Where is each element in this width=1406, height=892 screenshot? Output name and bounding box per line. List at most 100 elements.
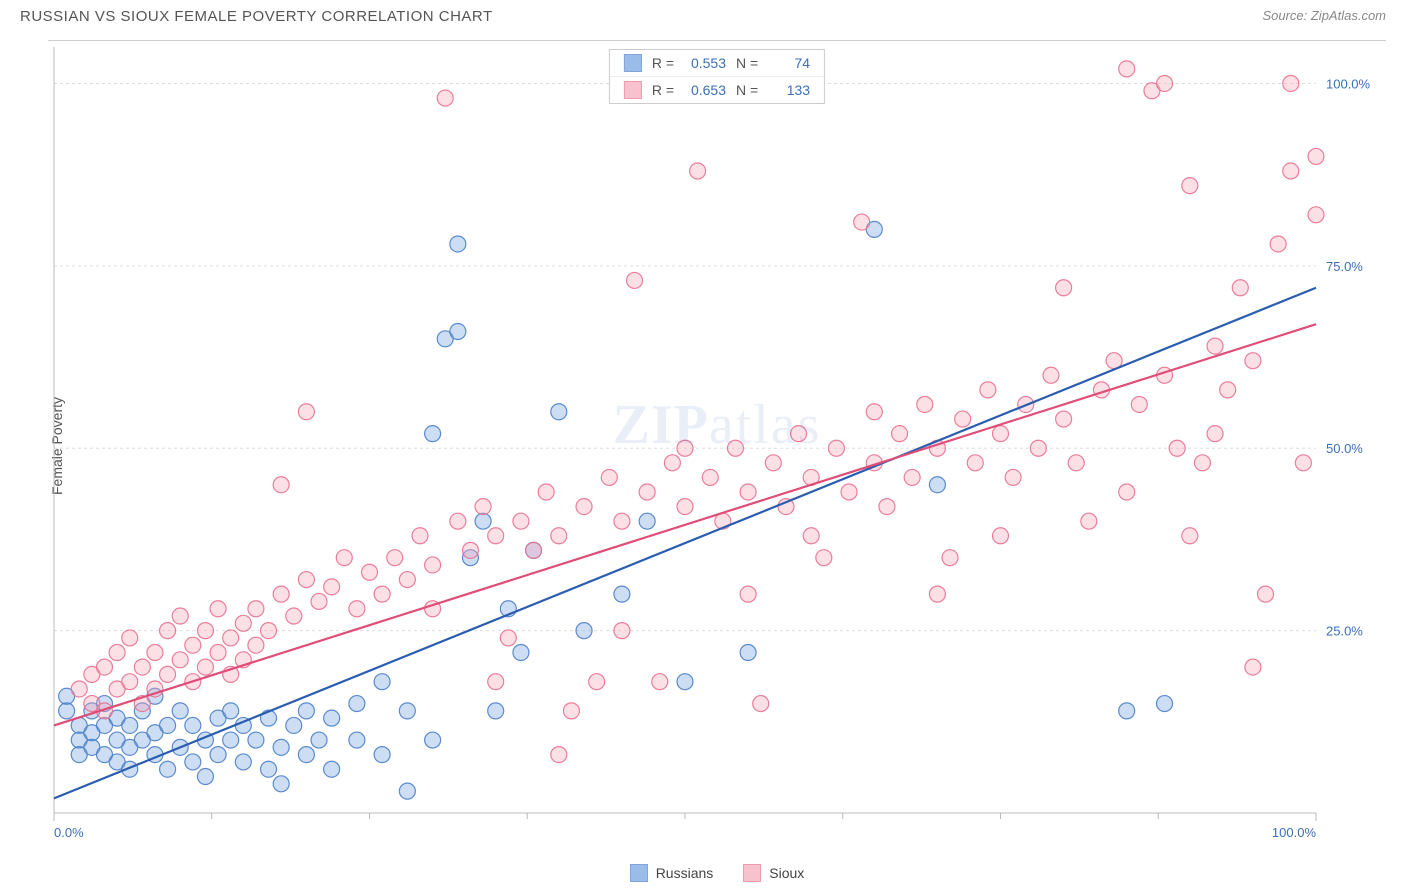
data-point-sioux — [96, 659, 112, 675]
chart-area: 25.0%50.0%75.0%100.0%0.0%100.0% ZIPatlas… — [48, 40, 1386, 842]
data-point-sioux — [1283, 163, 1299, 179]
data-point-russians — [324, 761, 340, 777]
data-point-sioux — [702, 469, 718, 485]
data-point-russians — [311, 732, 327, 748]
data-point-sioux — [929, 586, 945, 602]
data-point-sioux — [1119, 61, 1135, 77]
data-point-sioux — [462, 542, 478, 558]
data-point-sioux — [740, 484, 756, 500]
data-point-sioux — [563, 703, 579, 719]
data-point-sioux — [1119, 484, 1135, 500]
data-point-sioux — [1258, 586, 1274, 602]
data-point-sioux — [387, 550, 403, 566]
source-attribution: Source: ZipAtlas.com — [1262, 8, 1386, 23]
data-point-sioux — [614, 513, 630, 529]
data-point-sioux — [1056, 280, 1072, 296]
data-point-sioux — [488, 528, 504, 544]
data-point-sioux — [740, 586, 756, 602]
data-point-sioux — [955, 411, 971, 427]
data-point-sioux — [993, 528, 1009, 544]
data-point-sioux — [892, 426, 908, 442]
data-point-sioux — [248, 637, 264, 653]
data-point-sioux — [273, 477, 289, 493]
data-point-russians — [235, 754, 251, 770]
data-point-sioux — [197, 623, 213, 639]
data-point-russians — [273, 739, 289, 755]
data-point-russians — [298, 747, 314, 763]
data-point-sioux — [917, 396, 933, 412]
data-point-sioux — [828, 440, 844, 456]
data-point-russians — [929, 477, 945, 493]
data-point-sioux — [1245, 353, 1261, 369]
data-point-russians — [349, 732, 365, 748]
data-point-sioux — [122, 674, 138, 690]
x-tick-label: 0.0% — [54, 825, 84, 840]
data-point-sioux — [664, 455, 680, 471]
legend-label-sioux: Sioux — [769, 865, 804, 881]
data-point-russians — [425, 732, 441, 748]
r-value-russians: 0.553 — [680, 55, 726, 71]
data-point-sioux — [160, 666, 176, 682]
n-value-russians: 74 — [764, 55, 810, 71]
data-point-russians — [248, 732, 264, 748]
data-point-russians — [1119, 703, 1135, 719]
data-point-russians — [298, 703, 314, 719]
data-point-sioux — [172, 608, 188, 624]
data-point-sioux — [627, 272, 643, 288]
data-point-sioux — [854, 214, 870, 230]
data-point-russians — [160, 717, 176, 733]
data-point-sioux — [993, 426, 1009, 442]
data-point-russians — [374, 747, 390, 763]
data-point-sioux — [1308, 148, 1324, 164]
data-point-sioux — [210, 601, 226, 617]
data-point-sioux — [652, 674, 668, 690]
data-point-sioux — [412, 528, 428, 544]
data-point-sioux — [134, 659, 150, 675]
data-point-russians — [551, 404, 567, 420]
data-point-sioux — [261, 623, 277, 639]
data-point-sioux — [500, 630, 516, 646]
data-point-sioux — [879, 499, 895, 515]
data-point-sioux — [349, 601, 365, 617]
data-point-sioux — [336, 550, 352, 566]
data-point-sioux — [1232, 280, 1248, 296]
data-point-sioux — [904, 469, 920, 485]
data-point-sioux — [475, 499, 491, 515]
data-point-sioux — [967, 455, 983, 471]
data-point-russians — [122, 717, 138, 733]
y-tick-label: 50.0% — [1326, 441, 1363, 456]
data-point-sioux — [223, 630, 239, 646]
data-point-sioux — [1245, 659, 1261, 675]
x-tick-label: 100.0% — [1272, 825, 1317, 840]
data-point-sioux — [1182, 178, 1198, 194]
legend-swatch-russians — [630, 864, 648, 882]
data-point-sioux — [248, 601, 264, 617]
data-point-russians — [488, 703, 504, 719]
data-point-sioux — [1308, 207, 1324, 223]
r-value-sioux: 0.653 — [680, 82, 726, 98]
data-point-russians — [1157, 696, 1173, 712]
data-point-sioux — [1157, 75, 1173, 91]
data-point-russians — [261, 761, 277, 777]
data-point-sioux — [147, 645, 163, 661]
data-point-russians — [324, 710, 340, 726]
data-point-sioux — [589, 674, 605, 690]
data-point-russians — [677, 674, 693, 690]
data-point-sioux — [576, 499, 592, 515]
data-point-sioux — [1081, 513, 1097, 529]
data-point-sioux — [727, 440, 743, 456]
data-point-russians — [475, 513, 491, 529]
data-point-sioux — [425, 557, 441, 573]
n-value-sioux: 133 — [764, 82, 810, 98]
data-point-sioux — [866, 404, 882, 420]
trend-line-russians — [54, 288, 1316, 799]
data-point-sioux — [677, 440, 693, 456]
data-point-sioux — [1182, 528, 1198, 544]
data-point-sioux — [210, 645, 226, 661]
trend-line-sioux — [54, 324, 1316, 725]
data-point-sioux — [172, 652, 188, 668]
legend-swatch-sioux — [743, 864, 761, 882]
legend-item-russians: Russians — [630, 864, 714, 882]
data-point-sioux — [235, 615, 251, 631]
data-point-sioux — [1030, 440, 1046, 456]
